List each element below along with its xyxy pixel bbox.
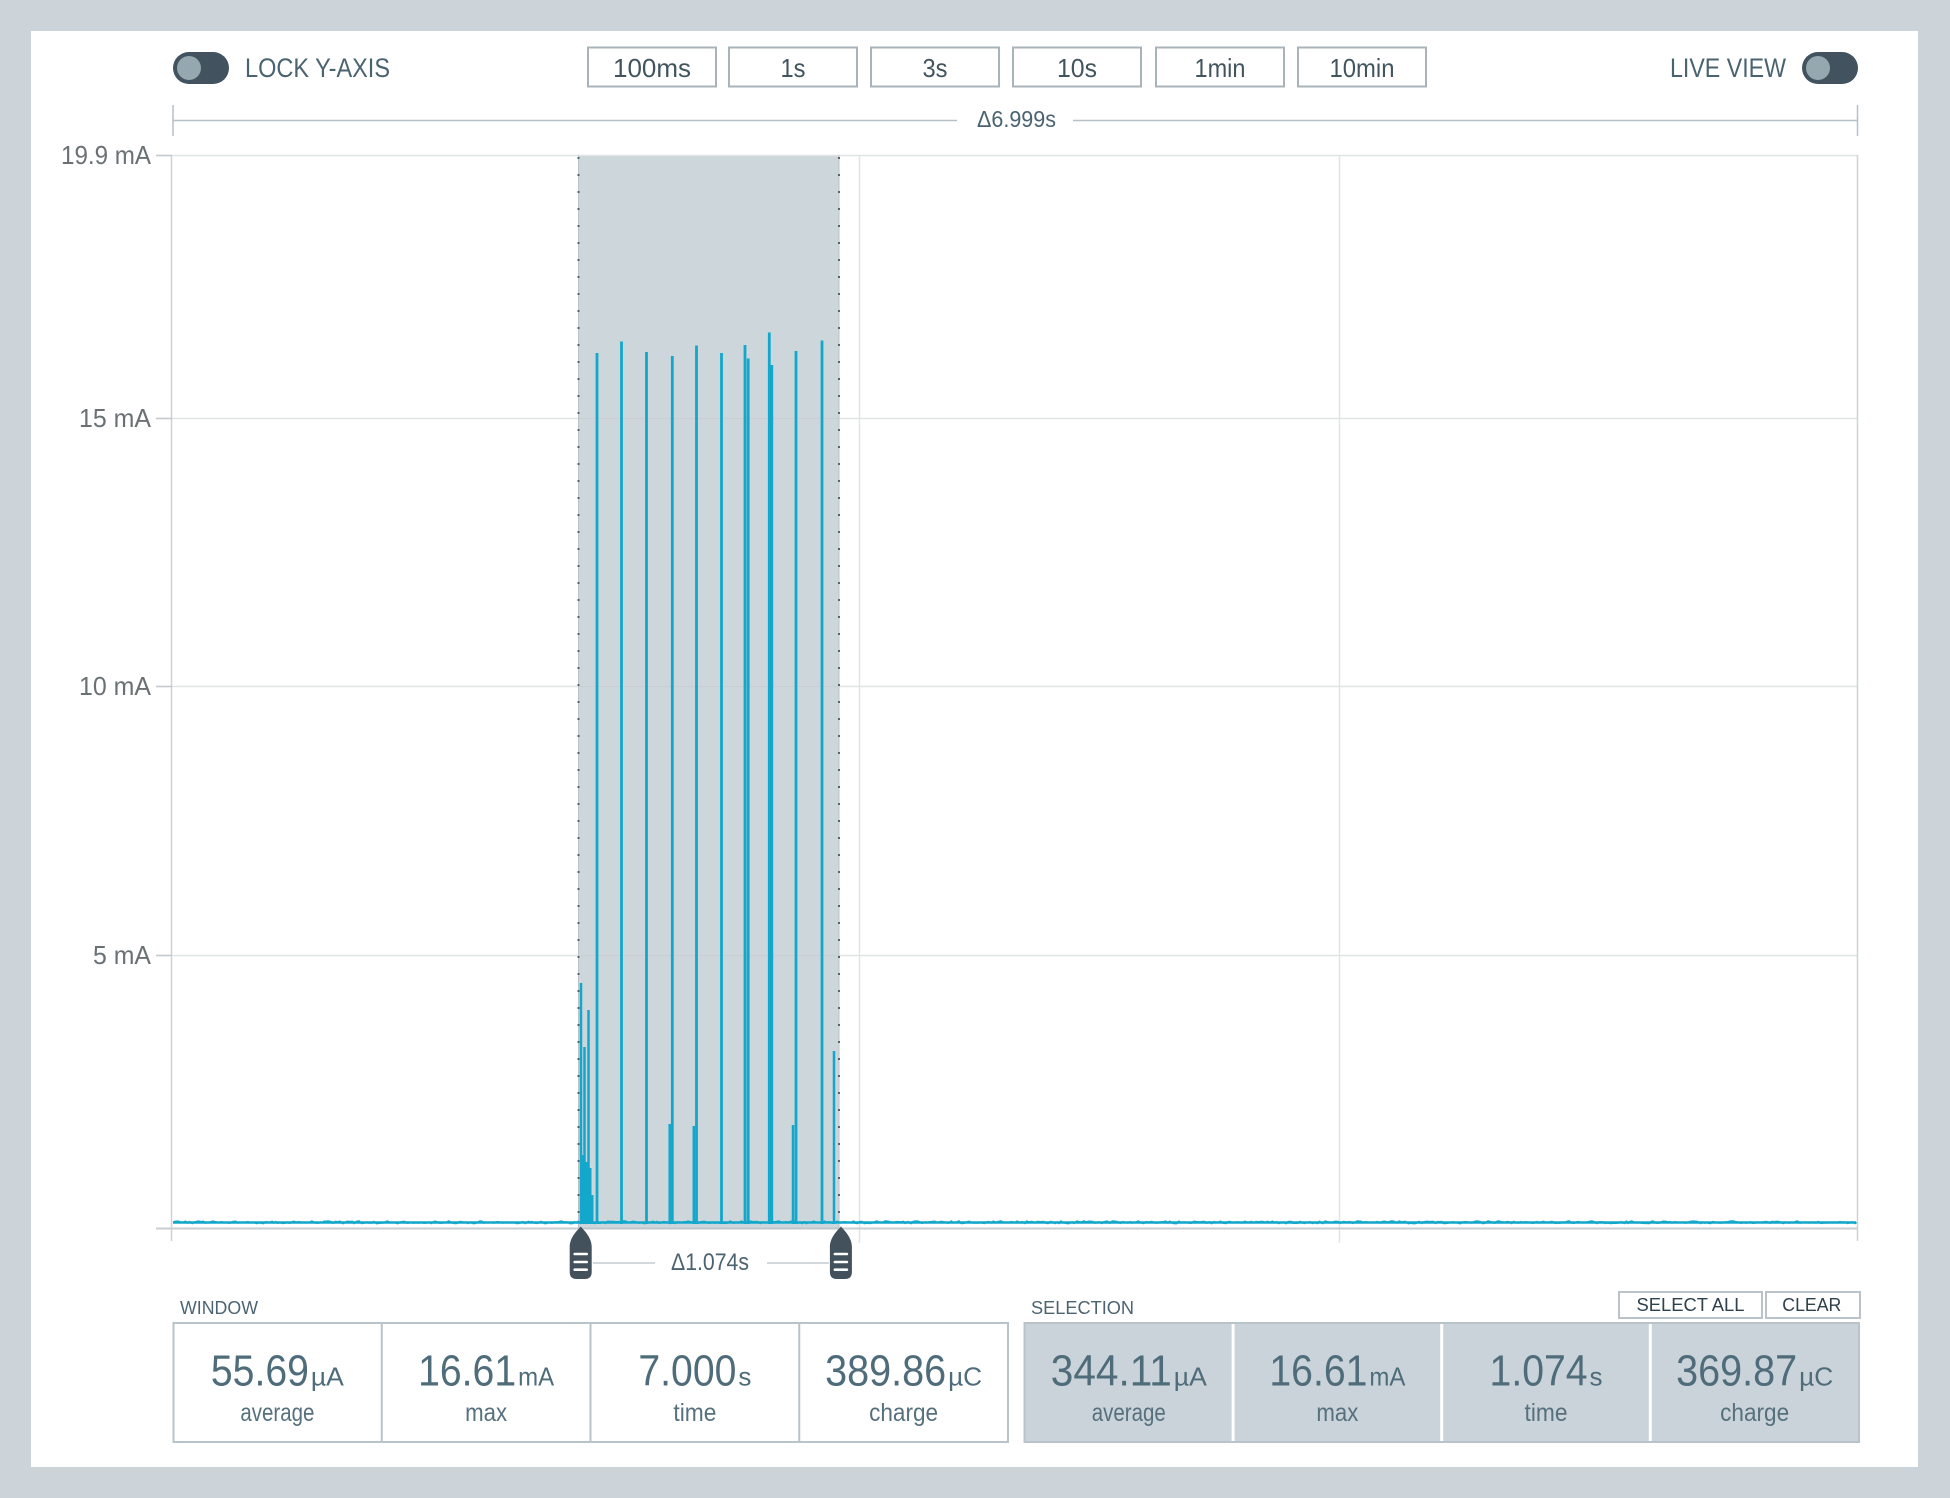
svg-text:344.11µA: 344.11µA: [1051, 1347, 1208, 1396]
svg-text:10s: 10s: [1057, 53, 1097, 83]
svg-text:7.000s: 7.000s: [638, 1347, 751, 1396]
svg-text:average: average: [240, 1399, 314, 1427]
svg-text:LOCK Y-AXIS: LOCK Y-AXIS: [245, 53, 390, 83]
svg-text:time: time: [673, 1399, 716, 1427]
svg-text:389.86µC: 389.86µC: [825, 1347, 982, 1396]
svg-text:Δ6.999s: Δ6.999s: [977, 106, 1056, 132]
svg-text:5 mA: 5 mA: [93, 940, 152, 970]
svg-text:CLEAR: CLEAR: [1782, 1294, 1841, 1315]
svg-text:1s: 1s: [781, 53, 806, 83]
svg-text:55.69µA: 55.69µA: [211, 1347, 345, 1396]
svg-text:15 mA: 15 mA: [79, 403, 152, 433]
svg-text:SELECTION: SELECTION: [1031, 1297, 1134, 1318]
svg-text:16.61mA: 16.61mA: [418, 1347, 555, 1396]
svg-text:19.9 mA: 19.9 mA: [61, 140, 152, 170]
svg-text:WINDOW: WINDOW: [180, 1297, 259, 1318]
svg-text:3s: 3s: [923, 53, 948, 83]
svg-text:Δ1.074s: Δ1.074s: [671, 1249, 749, 1276]
svg-text:1min: 1min: [1195, 53, 1246, 83]
svg-text:10min: 10min: [1330, 53, 1395, 83]
svg-text:LIVE VIEW: LIVE VIEW: [1670, 53, 1786, 83]
svg-text:369.87µC: 369.87µC: [1676, 1347, 1833, 1396]
svg-text:16.61mA: 16.61mA: [1269, 1347, 1406, 1396]
svg-text:charge: charge: [1720, 1399, 1789, 1427]
svg-text:time: time: [1525, 1399, 1568, 1427]
svg-text:10 mA: 10 mA: [79, 671, 152, 701]
svg-text:charge: charge: [869, 1399, 938, 1427]
svg-text:max: max: [465, 1399, 507, 1427]
svg-text:100ms: 100ms: [613, 53, 691, 83]
svg-text:SELECT ALL: SELECT ALL: [1637, 1294, 1745, 1315]
svg-text:max: max: [1316, 1399, 1358, 1427]
svg-text:1.074s: 1.074s: [1490, 1347, 1603, 1396]
svg-text:average: average: [1092, 1399, 1166, 1427]
